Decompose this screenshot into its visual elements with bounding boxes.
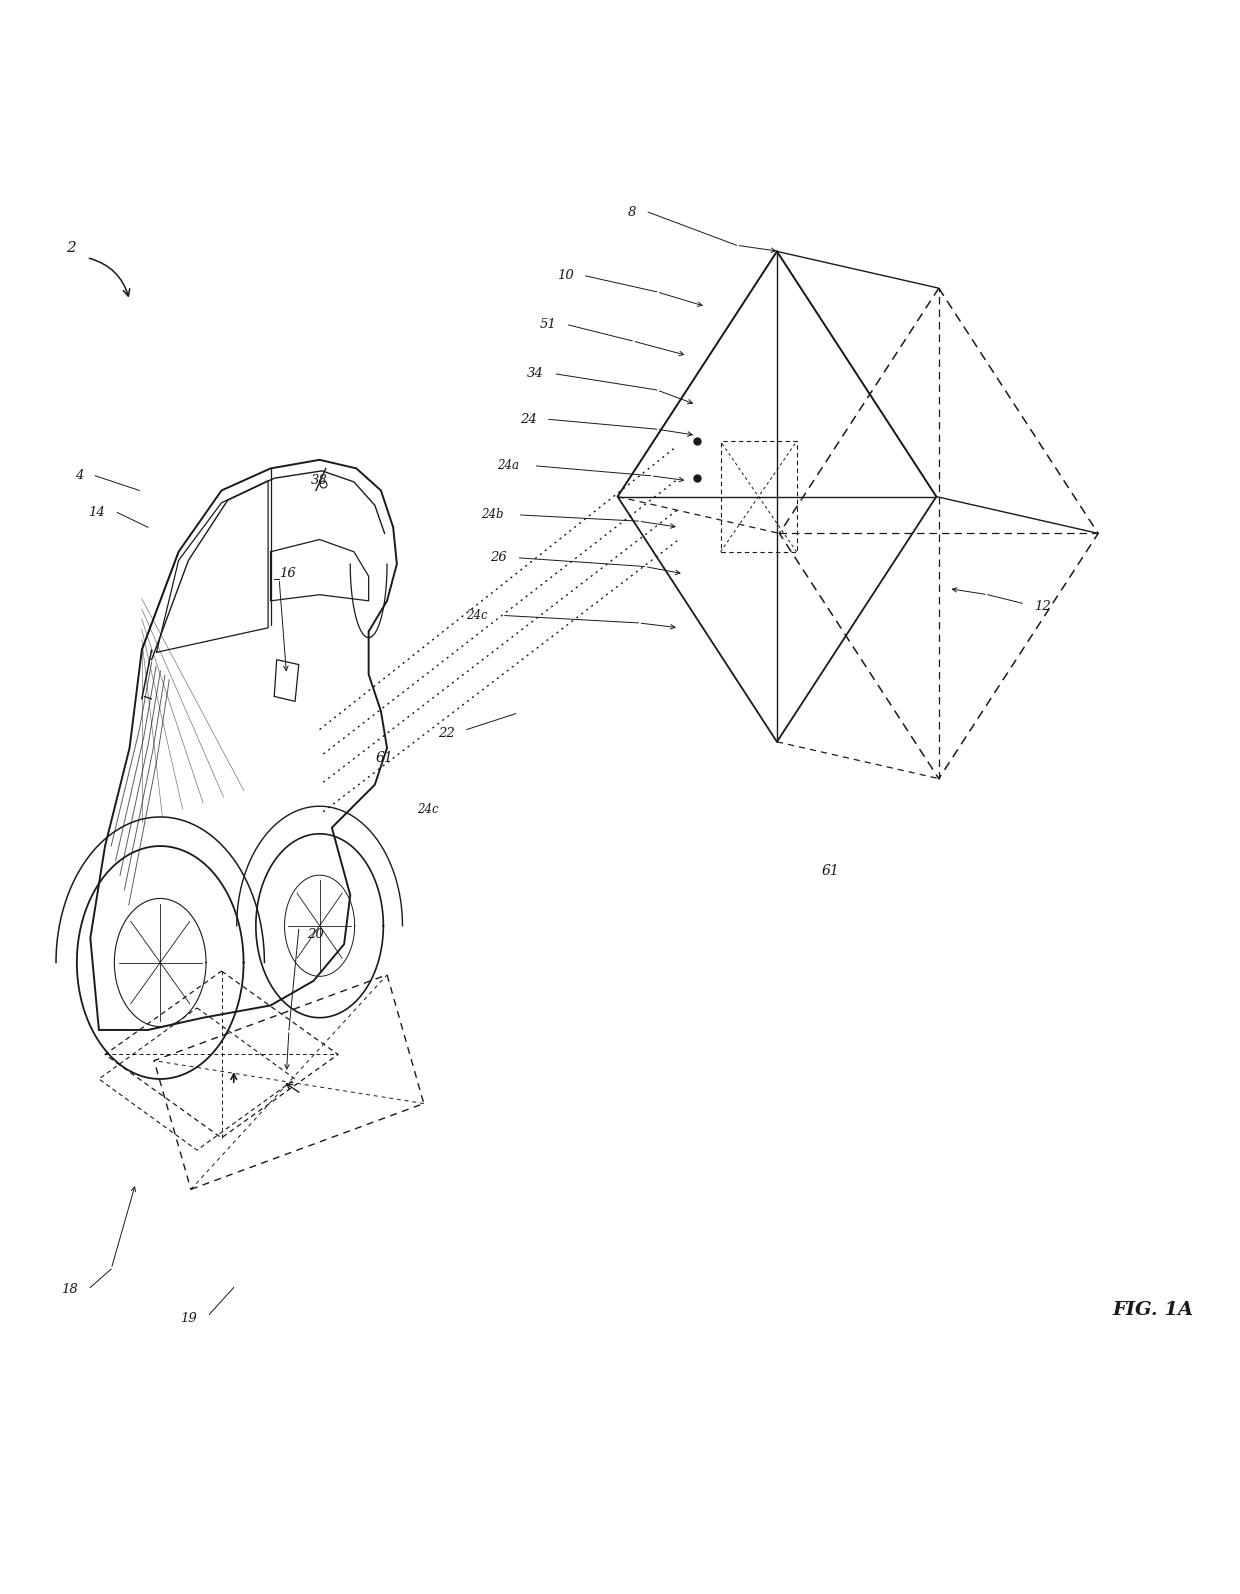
Text: 24: 24 bbox=[520, 413, 537, 426]
Text: 38: 38 bbox=[311, 473, 327, 488]
Text: FIG. 1A: FIG. 1A bbox=[1112, 1301, 1194, 1318]
Text: 22: 22 bbox=[438, 727, 455, 740]
Text: 2: 2 bbox=[66, 241, 76, 255]
Text: 61: 61 bbox=[822, 864, 839, 878]
Text: 24c: 24c bbox=[466, 609, 487, 622]
Text: 26: 26 bbox=[491, 552, 507, 564]
Text: 24c: 24c bbox=[417, 803, 439, 816]
Text: 18: 18 bbox=[61, 1283, 78, 1296]
Text: 61: 61 bbox=[376, 751, 393, 765]
Text: 20: 20 bbox=[308, 928, 324, 940]
Text: 19: 19 bbox=[180, 1312, 197, 1325]
Text: 16: 16 bbox=[279, 567, 296, 580]
Text: 8: 8 bbox=[629, 206, 636, 218]
Text: 24b: 24b bbox=[481, 508, 503, 521]
Text: 12: 12 bbox=[1034, 601, 1052, 614]
Text: 10: 10 bbox=[557, 269, 573, 282]
Text: 34: 34 bbox=[527, 368, 544, 381]
Text: 4: 4 bbox=[74, 469, 83, 483]
Text: 51: 51 bbox=[539, 319, 557, 332]
Text: 14: 14 bbox=[88, 505, 105, 520]
Text: 24a: 24a bbox=[497, 459, 520, 472]
